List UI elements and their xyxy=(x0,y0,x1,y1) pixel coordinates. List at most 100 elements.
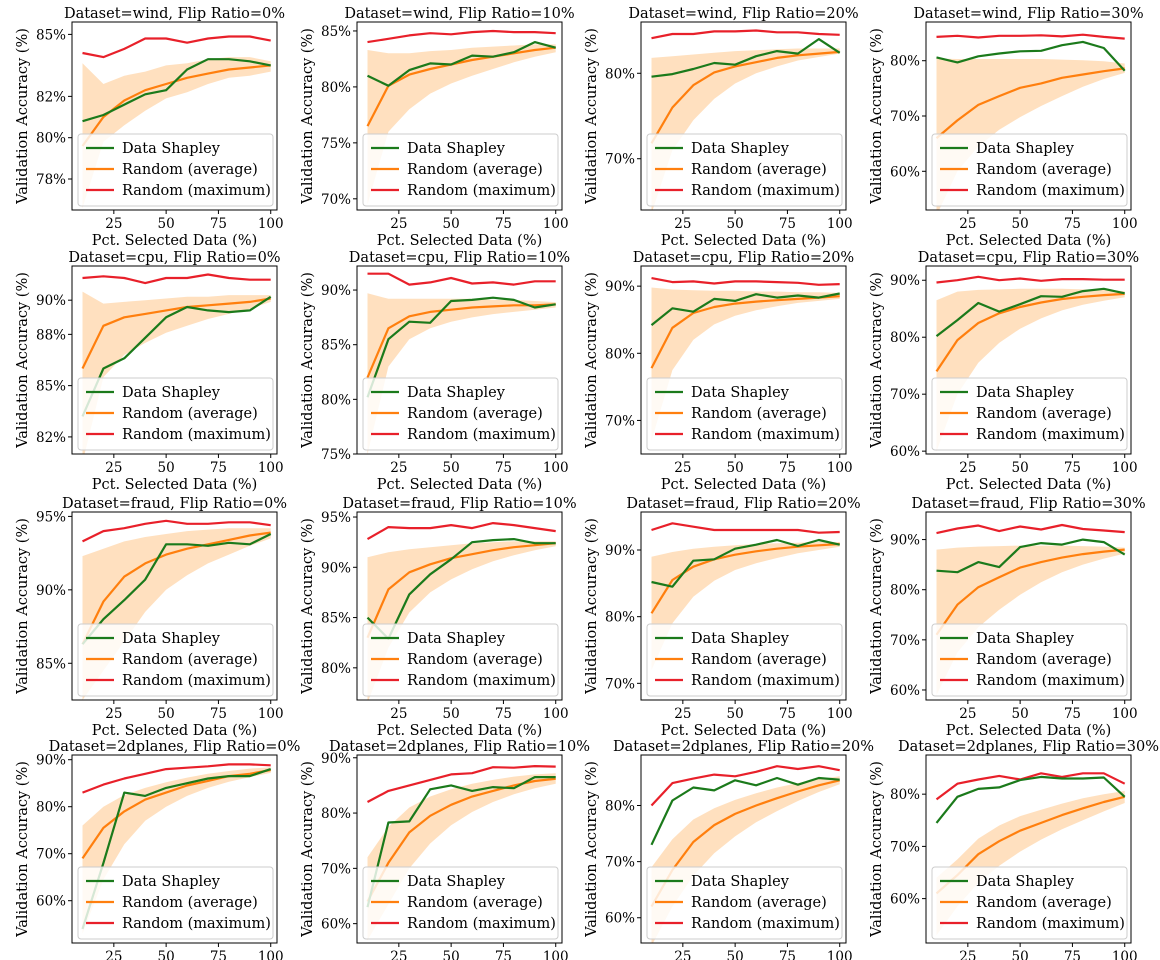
legend-label: Random (average) xyxy=(691,652,827,668)
y-tick-label: 70% xyxy=(605,676,635,692)
random-range-band xyxy=(936,58,1125,210)
series-line-random-average xyxy=(935,795,1125,895)
legend-label: Random (maximum) xyxy=(122,673,271,689)
legend-box xyxy=(362,133,559,207)
series-line-random-maximum xyxy=(366,764,556,803)
legend-box xyxy=(646,623,843,697)
chart-title: Dataset=cpu, Flip Ratio=30% xyxy=(918,250,1139,266)
series-line-data-shapley xyxy=(935,287,1125,337)
legend: Data Shapley Random (average) Random (maxi… xyxy=(362,866,559,940)
series-line-random-maximum xyxy=(651,277,840,286)
legend: Data Shapley Random (average) Random (maxi… xyxy=(646,377,843,451)
x-tick-label: 100 xyxy=(827,460,853,476)
chart-title: Dataset=2dplanes, Flip Ratio=0% xyxy=(49,739,301,755)
x-tick-label: 50 xyxy=(443,460,460,476)
legend-label: Data Shapley xyxy=(976,385,1075,401)
plot-area xyxy=(81,519,272,700)
x-tick-label: 25 xyxy=(105,460,122,476)
y-tick-label: 90% xyxy=(321,283,351,299)
series-line-random-maximum xyxy=(82,519,271,543)
x-tick-label: 50 xyxy=(158,216,175,232)
chart-title: Dataset=fraud, Flip Ratio=30% xyxy=(911,496,1145,512)
legend-label: Data Shapley xyxy=(122,874,221,890)
y-tick-label: 80% xyxy=(36,800,66,816)
y-tick-label: 70% xyxy=(321,192,351,208)
y-tick-label: 90% xyxy=(890,273,920,289)
y-tick-label: 80% xyxy=(890,787,920,803)
legend: Data Shapley Random (average) Random (maxi… xyxy=(931,623,1128,697)
x-tick-label: 75 xyxy=(495,460,512,476)
legend-label: Random (maximum) xyxy=(122,916,271,932)
y-axis-label: Validation Accuracy (%) xyxy=(584,28,600,205)
plot-area xyxy=(650,522,840,670)
axes-frame xyxy=(640,21,847,211)
x-tick-label: 25 xyxy=(959,706,976,722)
chart-panel: Dataset=2dplanes, Flip Ratio=30% 25 50 75 10… xyxy=(869,739,1159,960)
legend-label: Data Shapley xyxy=(122,385,221,401)
y-tick-label: 70% xyxy=(890,633,920,649)
x-tick-label: 75 xyxy=(1064,216,1081,232)
x-tick-label: 100 xyxy=(1112,460,1138,476)
legend-label: Random (average) xyxy=(691,162,827,178)
x-axis-label: Pct. Selected Data (%) xyxy=(946,477,1112,493)
x-tick-label: 100 xyxy=(543,216,569,232)
plot-area xyxy=(935,523,1126,695)
y-tick-label: 80% xyxy=(890,583,920,599)
series-line-data-shapley xyxy=(650,776,840,846)
series-line-random-average xyxy=(366,46,556,127)
x-tick-label: 75 xyxy=(495,706,512,722)
plot-area xyxy=(366,29,556,205)
y-tick-label: 88% xyxy=(36,327,66,343)
y-tick-label: 80% xyxy=(890,54,920,70)
x-tick-label: 75 xyxy=(210,216,227,232)
plot-area xyxy=(81,763,272,934)
x-tick-label: 75 xyxy=(779,216,796,232)
plot-area xyxy=(81,35,271,208)
x-tick-label: 50 xyxy=(727,706,744,722)
x-tick-label: 25 xyxy=(390,949,407,960)
plot-area xyxy=(935,275,1125,452)
legend-label: Data Shapley xyxy=(691,631,790,647)
y-tick-label: 90% xyxy=(321,560,351,576)
legend-box xyxy=(77,133,274,207)
y-tick-label: 90% xyxy=(605,279,635,295)
legend: Data Shapley Random (average) Random (maxi… xyxy=(77,623,274,697)
x-tick-label: 100 xyxy=(543,949,569,960)
y-axis-label: Validation Accuracy (%) xyxy=(584,272,600,449)
chart-title: Dataset=wind, Flip Ratio=10% xyxy=(344,6,574,22)
x-tick-label: 50 xyxy=(158,460,175,476)
series-line-data-shapley xyxy=(936,40,1126,72)
series-line-data-shapley xyxy=(366,537,556,640)
series-line-data-shapley xyxy=(366,775,556,908)
y-axis-label: Validation Accuracy (%) xyxy=(869,518,885,695)
x-tick-label: 25 xyxy=(105,949,122,960)
chart-panel: Dataset=2dplanes, Flip Ratio=20% 25 50 75 10… xyxy=(584,739,874,960)
legend-box xyxy=(362,866,559,940)
series-line-random-maximum xyxy=(651,29,840,40)
y-tick-label: 60% xyxy=(890,892,920,908)
series-line-data-shapley xyxy=(81,533,272,645)
legend-label: Data Shapley xyxy=(407,385,506,401)
series-line-data-shapley xyxy=(936,538,1126,574)
series-line-random-average xyxy=(650,50,840,144)
chart-title: Dataset=cpu, Flip Ratio=10% xyxy=(349,250,570,266)
legend-label: Random (maximum) xyxy=(976,673,1125,689)
chart-panel: Dataset=fraud, Flip Ratio=0% 25 50 75 100 85%… xyxy=(15,496,287,739)
chart-panel: Dataset=cpu, Flip Ratio=10% 25 50 75 100 75% 8… xyxy=(300,250,570,493)
x-axis-label: Pct. Selected Data (%) xyxy=(377,477,543,493)
plot-area xyxy=(650,765,840,943)
chart-title: Dataset=wind, Flip Ratio=30% xyxy=(913,6,1143,22)
series-line-data-shapley xyxy=(82,58,271,123)
random-range-band xyxy=(936,545,1125,695)
x-tick-label: 25 xyxy=(674,216,691,232)
y-tick-label: 85% xyxy=(321,611,351,627)
y-axis-label: Validation Accuracy (%) xyxy=(300,28,316,205)
legend-label: Random (maximum) xyxy=(691,673,840,689)
x-tick-label: 25 xyxy=(959,216,976,232)
y-tick-label: 60% xyxy=(605,911,635,927)
chart-panel: Dataset=wind, Flip Ratio=0% 25 50 75 100 78% 8… xyxy=(15,6,285,249)
y-tick-label: 80% xyxy=(890,330,920,346)
series-line-random-average xyxy=(650,779,840,908)
legend-box xyxy=(931,623,1128,697)
chart-title: Dataset=fraud, Flip Ratio=20% xyxy=(626,496,860,512)
